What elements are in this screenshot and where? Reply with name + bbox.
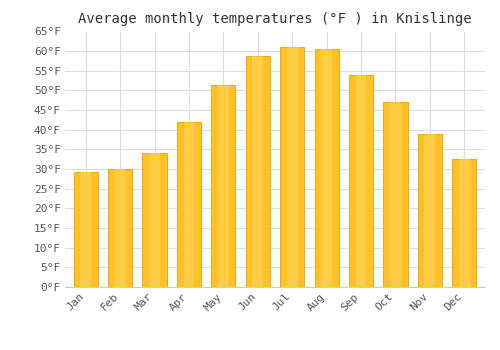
Bar <box>349 75 373 287</box>
Bar <box>459 159 470 287</box>
Bar <box>424 134 436 287</box>
Bar <box>212 85 236 287</box>
Bar <box>108 169 132 287</box>
Bar <box>287 47 298 287</box>
Bar <box>314 49 338 287</box>
Bar <box>418 134 442 287</box>
Bar <box>74 172 98 287</box>
Bar <box>80 172 91 287</box>
Bar <box>384 102 407 287</box>
Bar <box>280 47 304 287</box>
Bar <box>177 121 201 287</box>
Bar <box>390 102 401 287</box>
Bar <box>218 85 229 287</box>
Bar <box>246 56 270 287</box>
Title: Average monthly temperatures (°F ) in Knislinge: Average monthly temperatures (°F ) in Kn… <box>78 12 472 26</box>
Bar <box>184 121 194 287</box>
Bar <box>356 75 366 287</box>
Bar <box>452 159 476 287</box>
Bar <box>321 49 332 287</box>
Bar <box>114 169 126 287</box>
Bar <box>252 56 263 287</box>
Bar <box>149 153 160 287</box>
Bar <box>142 153 167 287</box>
